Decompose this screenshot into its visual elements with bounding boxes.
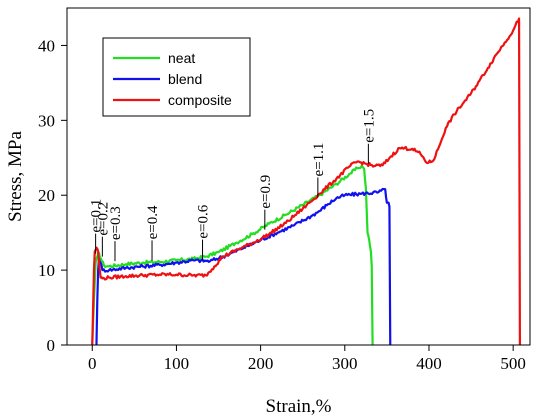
annotation: e=0.6: [196, 204, 212, 260]
x-tick-label: 400: [416, 354, 442, 373]
plot-frame: [66, 7, 531, 346]
annotation: e=1.5: [361, 109, 377, 164]
strain-annotations: e=0.1e=0.2e=0.3 e=0.4 e=0.6 e=0.9 e=1.1 e=1.5: [89, 109, 377, 262]
annotation-label: e=0.4: [145, 205, 161, 239]
annotation: e=1.1: [311, 143, 327, 198]
y-tick-label: 40: [38, 36, 55, 55]
x-tick-label: 300: [332, 354, 358, 373]
legend: neat blend composite: [102, 37, 251, 117]
annotation: e=0.1: [89, 199, 105, 254]
y-tick-label: 10: [38, 261, 55, 280]
annotation: e=0.4: [145, 205, 161, 261]
annotation-label: e=0.1: [89, 199, 105, 233]
annotation: e=0.2: [95, 202, 111, 257]
y-tick-label: 30: [38, 111, 55, 130]
annotation: e=0.3: [108, 206, 124, 262]
annotation-label: e=0.2: [95, 202, 111, 236]
annotation: e=0.9: [258, 175, 274, 230]
y-axis-title: Stress, MPa: [5, 131, 26, 222]
y-tick-label: 20: [38, 186, 55, 205]
x-tick-label: 200: [248, 354, 274, 373]
series-line-composite: [91, 17, 521, 346]
legend-box: [102, 37, 251, 117]
series-lines: [91, 17, 521, 346]
annotation-label: e=0.9: [258, 175, 274, 209]
x-tick-label: 100: [164, 354, 190, 373]
x-axis-ticks: 0 100 200 300 400 500: [88, 345, 526, 373]
legend-label-composite: composite: [168, 92, 232, 108]
annotation-label: e=0.3: [108, 206, 124, 240]
legend-label-blend: blend: [168, 71, 202, 87]
x-tick-label: 500: [500, 354, 526, 373]
annotation-label: e=1.1: [311, 143, 327, 177]
series-line-blend: [95, 187, 392, 346]
y-axis-ticks: 0 10 20 30 40: [38, 36, 67, 355]
y-tick-label: 0: [47, 336, 56, 355]
series-line-neat: [91, 164, 374, 346]
annotation-label: e=0.6: [196, 204, 212, 238]
legend-label-neat: neat: [168, 50, 195, 66]
x-axis-title: Strain,%: [266, 396, 332, 417]
annotation-label: e=1.5: [361, 109, 377, 143]
x-tick-label: 0: [88, 354, 97, 373]
